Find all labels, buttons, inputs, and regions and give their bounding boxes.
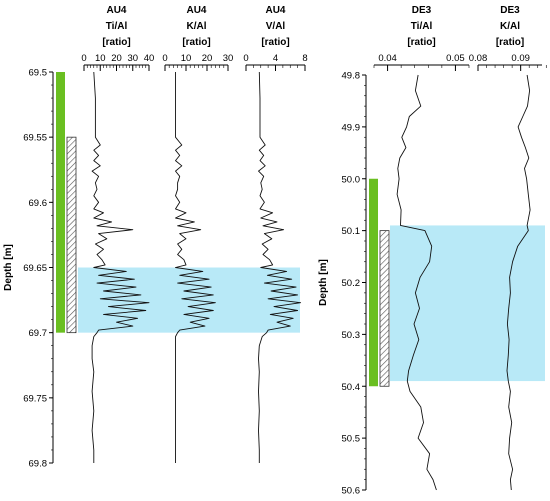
track-tick-label: 10 bbox=[181, 53, 192, 64]
depth-tick-label: 50.4 bbox=[342, 382, 361, 393]
track-tick-label: 0.09 bbox=[511, 53, 530, 64]
track-tick-label: 0 bbox=[162, 53, 167, 64]
track-tick-label: 0.08 bbox=[469, 53, 488, 64]
track-tick-label: 0.05 bbox=[446, 53, 465, 64]
track-title-line: [ratio] bbox=[182, 37, 210, 48]
track-tick-label: 0 bbox=[81, 53, 86, 64]
depth-tick-label: 69.55 bbox=[23, 133, 47, 144]
track-tick-label: 40 bbox=[144, 53, 155, 64]
green-interval-bar bbox=[56, 72, 65, 333]
series-line bbox=[175, 72, 216, 463]
track-tick-label: 20 bbox=[202, 53, 213, 64]
track-tick-label: 0.04 bbox=[378, 53, 397, 64]
depth-axis-label: Depth [m] bbox=[318, 259, 329, 306]
track-title-line: [ratio] bbox=[407, 37, 435, 48]
track-tick-label: 0 bbox=[243, 53, 248, 64]
series-line bbox=[396, 74, 437, 491]
track-tick-label: 10 bbox=[95, 53, 106, 64]
depth-tick-label: 69.65 bbox=[23, 263, 47, 274]
track-title-line: Ti/Al bbox=[411, 21, 433, 32]
series-line bbox=[506, 74, 531, 491]
depth-tick-label: 50.1 bbox=[342, 226, 361, 237]
track-title-line: AU4 bbox=[106, 5, 126, 16]
track-title-line: [ratio] bbox=[261, 37, 289, 48]
depth-tick-label: 50.3 bbox=[342, 330, 361, 341]
track-title-line: Ti/Al bbox=[106, 21, 128, 32]
track-title-line: AU4 bbox=[265, 5, 285, 16]
track-tick-label: 20 bbox=[111, 53, 122, 64]
track-tick-label: 30 bbox=[127, 53, 138, 64]
hatched-interval-bar bbox=[66, 136, 77, 334]
track-title-line: [ratio] bbox=[496, 37, 524, 48]
depth-tick-label: 69.6 bbox=[29, 198, 48, 209]
depth-tick-label: 50.0 bbox=[342, 174, 361, 185]
depth-tick-label: 69.75 bbox=[23, 393, 47, 404]
track-tick-label: 4 bbox=[273, 53, 278, 64]
series-line bbox=[258, 71, 302, 463]
track-tick-label: 8 bbox=[302, 53, 307, 64]
depth-tick-label: 49.8 bbox=[342, 71, 361, 82]
hatched-interval-bar bbox=[379, 230, 390, 387]
track-title-line: K/Al bbox=[500, 21, 520, 32]
track-title-line: AU4 bbox=[186, 5, 206, 16]
depth-tick-label: 50.5 bbox=[342, 434, 361, 445]
depth-tick-label: 69.7 bbox=[29, 328, 48, 339]
depth-tick-label: 69.5 bbox=[29, 68, 48, 79]
series-line bbox=[91, 71, 150, 463]
depth-tick-label: 50.6 bbox=[342, 486, 361, 497]
green-interval-bar bbox=[369, 178, 378, 387]
track-title-line: DE3 bbox=[412, 5, 432, 16]
highlight-band bbox=[390, 225, 545, 382]
depth-tick-label: 49.9 bbox=[342, 122, 361, 133]
depth-axis-label: Depth [m] bbox=[3, 244, 14, 291]
depth-tick-label: 69.8 bbox=[29, 459, 48, 470]
track-title-line: V/Al bbox=[266, 21, 286, 32]
track-tick-label: 30 bbox=[223, 53, 234, 64]
depth-tick-label: 50.2 bbox=[342, 278, 361, 289]
track-title-line: DE3 bbox=[500, 5, 520, 16]
track-title-line: K/Al bbox=[187, 21, 207, 32]
track-title-line: [ratio] bbox=[102, 37, 130, 48]
